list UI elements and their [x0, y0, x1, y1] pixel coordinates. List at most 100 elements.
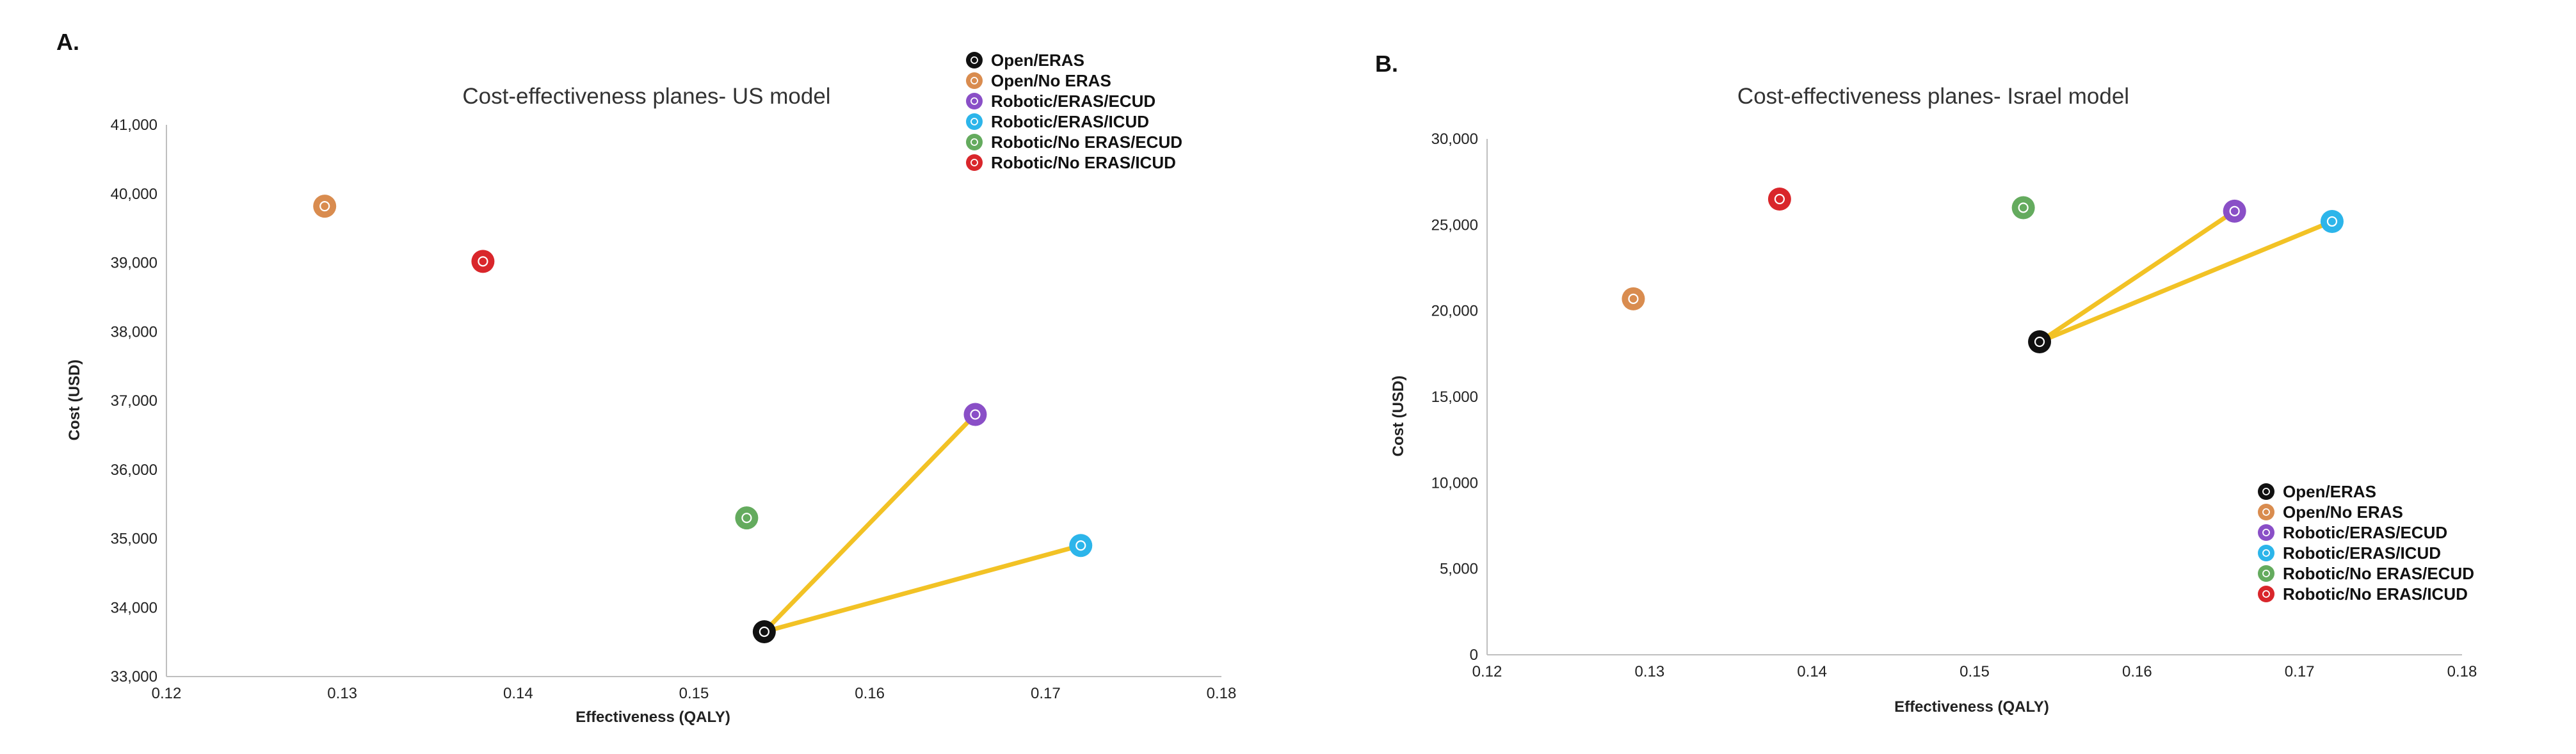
chart-a-y-tick-label: 40,000	[111, 186, 157, 203]
chart-a-legend-label: Robotic/ERAS/ECUD	[991, 92, 1155, 111]
chart-b-point-marker	[1767, 188, 1791, 211]
chart-b-point-marker	[2320, 209, 2344, 233]
chart-a-y-tick-label: 37,000	[111, 392, 157, 410]
chart-b-legend-label: Robotic/No ERAS/ECUD	[2283, 564, 2474, 583]
chart-b-legend-label: Robotic/ERAS/ICUD	[2283, 543, 2441, 563]
chart-b-y-tick-label: 0	[1470, 646, 1478, 664]
chart-a-y-tick-label: 34,000	[111, 599, 157, 616]
chart-a-legend-swatch	[966, 154, 983, 171]
chart-a-point-robotic-no-eras-ecud	[735, 506, 759, 530]
chart-a-legend-item-robotic-no-eras-ecud: Robotic/No ERAS/ECUD	[966, 132, 1182, 152]
chart-b-point-ring	[2018, 202, 2029, 213]
chart-a-legend-label: Robotic/No ERAS/ICUD	[991, 153, 1176, 172]
chart-b-connector-open-eras-to-robotic-eras-ecud	[2037, 209, 2237, 344]
chart-a-legend-swatch	[966, 113, 983, 130]
chart-a-legend-item-robotic-eras-ecud: Robotic/ERAS/ECUD	[966, 92, 1155, 111]
chart-a-point-ring	[319, 201, 330, 212]
chart-b-point-ring	[1628, 293, 1639, 304]
chart-b-point-ring	[1774, 193, 1785, 205]
chart-b-point-open-eras	[2028, 330, 2052, 354]
chart-b-y-tick-label: 20,000	[1431, 303, 1478, 320]
chart-b-x-tick-label: 0.18	[2447, 663, 2477, 680]
chart-b-x-axis-label: Effectiveness (QALY)	[1894, 698, 2049, 716]
chart-a-legend-label: Open/ERAS	[991, 51, 1084, 70]
chart-b-y-tick-label: 15,000	[1431, 389, 1478, 406]
chart-b-legend-swatch-ring	[2262, 590, 2270, 598]
chart-b-connector-open-eras-to-robotic-eras-icud	[2037, 219, 2335, 344]
chart-b-legend-swatch-ring	[2262, 570, 2270, 577]
chart-a-legend-swatch-ring	[970, 118, 978, 125]
chart-b-plot-area: 0.12 0.13 0.14 0.15 0.16 0.17 0.18 0 5,000 10,000…	[1431, 131, 2477, 680]
chart-a-y-tick-label: 41,000	[111, 116, 157, 134]
chart-a-point-ring	[741, 513, 752, 524]
chart-a-point-open-no-eras	[313, 195, 337, 218]
chart-b-legend-swatch	[2258, 586, 2274, 602]
chart-a-point-ring	[970, 409, 981, 420]
chart-a-legend-swatch	[966, 52, 983, 68]
chart-a-y-tick-label: 38,000	[111, 323, 157, 341]
chart-b-point-ring	[2034, 336, 2045, 348]
chart-a-x-tick-label: 0.14	[503, 685, 533, 702]
chart-b-x-tick-label: 0.16	[2122, 663, 2152, 680]
chart-b-legend-swatch	[2258, 524, 2274, 541]
chart-a-point-marker	[752, 620, 776, 643]
chart-a-legend-swatch-ring	[970, 77, 978, 84]
chart-a-x-tick-label: 0.12	[152, 685, 182, 702]
chart-b-point-robotic-no-eras-ecud	[2011, 196, 2035, 220]
chart-b-legend-swatch-ring	[2262, 549, 2270, 557]
chart-b-x-tick-label: 0.15	[1960, 663, 1990, 680]
chart-b-point-marker	[2223, 199, 2246, 223]
chart-a-legend-swatch	[966, 93, 983, 109]
chart-b-legend-item-open-no-eras: Open/No ERAS	[2258, 502, 2403, 522]
chart-a-legend-label: Robotic/ERAS/ICUD	[991, 112, 1149, 131]
chart-a-point-marker	[471, 250, 495, 273]
chart-b-legend-label: Robotic/No ERAS/ICUD	[2283, 584, 2468, 604]
chart-a-point-robotic-eras-icud	[1069, 534, 1093, 557]
chart-a-legend-item-robotic-eras-icud: Robotic/ERAS/ICUD	[966, 112, 1149, 131]
chart-b-x-tick-label: 0.12	[1472, 663, 1502, 680]
chart-b-legend-item-robotic-eras-icud: Robotic/ERAS/ICUD	[2258, 543, 2441, 563]
chart-b-legend-item-robotic-no-eras-ecud: Robotic/No ERAS/ECUD	[2258, 564, 2474, 583]
chart-a-connector-open-eras-to-robotic-eras-ecud	[762, 412, 978, 634]
chart-a-y-tick-label: 39,000	[111, 255, 157, 272]
chart-a-plot-area: 0.12 0.13 0.14 0.15 0.16 0.17 0.18 33,000 34,000…	[111, 51, 1237, 702]
chart-a-x-axis-label: Effectiveness (QALY)	[576, 709, 730, 726]
chart-b-legend-item-robotic-no-eras-icud: Robotic/No ERAS/ICUD	[2258, 584, 2468, 604]
chart-a-x-tick-label: 0.15	[679, 685, 709, 702]
chart-a-y-tick-label: 33,000	[111, 668, 157, 686]
chart-b-y-tick-label: 5,000	[1440, 561, 1478, 578]
chart-a-point-marker	[735, 506, 759, 530]
chart-a-legend-item-open-eras: Open/ERAS	[966, 51, 1084, 70]
chart-a-point-robotic-no-eras-icud	[471, 250, 495, 273]
chart-a-x-tick-label: 0.13	[327, 685, 357, 702]
chart-b-legend-label: Open/No ERAS	[2283, 502, 2403, 522]
chart-a-legend-item-open-no-eras: Open/No ERAS	[966, 71, 1111, 90]
chart-a-legend-label: Open/No ERAS	[991, 71, 1111, 90]
chart-b-y-axis-label: Cost (USD)	[1390, 376, 1407, 457]
chart-a-x-tick-label: 0.18	[1207, 685, 1237, 702]
chart-b-legend-swatch	[2258, 483, 2274, 500]
chart-a-point-ring	[759, 626, 769, 638]
chart-a-point-open-eras	[752, 620, 776, 643]
chart-b-legend-item-robotic-eras-ecud: Robotic/ERAS/ECUD	[2258, 523, 2447, 542]
chart-a-legend-swatch-ring	[970, 56, 978, 64]
chart-a-x-tick-label: 0.17	[1031, 685, 1061, 702]
chart-b-x-tick-label: 0.17	[2285, 663, 2315, 680]
chart-b-legend-label: Open/ERAS	[2283, 482, 2376, 501]
chart-a-y-tick-label: 36,000	[111, 461, 157, 479]
chart-a-legend-swatch	[966, 134, 983, 150]
chart-b-point-robotic-no-eras-icud	[1767, 188, 1791, 211]
chart-b-x-tick-label: 0.13	[1634, 663, 1664, 680]
chart-b-legend-swatch-ring	[2262, 529, 2270, 536]
chart-b-legend-swatch	[2258, 545, 2274, 561]
chart-b-point-marker	[2028, 330, 2052, 354]
chart-a-legend-swatch	[966, 72, 983, 89]
chart-b-legend-item-open-eras: Open/ERAS	[2258, 482, 2376, 501]
chart-b-point-robotic-eras-ecud	[2223, 199, 2246, 223]
chart-b-legend-swatch-ring	[2262, 508, 2270, 516]
panel-b-israel-model: B. Cost-effectiveness planes- Israel mod…	[1375, 51, 2477, 716]
chart-b-x-tick-label: 0.14	[1797, 663, 1827, 680]
